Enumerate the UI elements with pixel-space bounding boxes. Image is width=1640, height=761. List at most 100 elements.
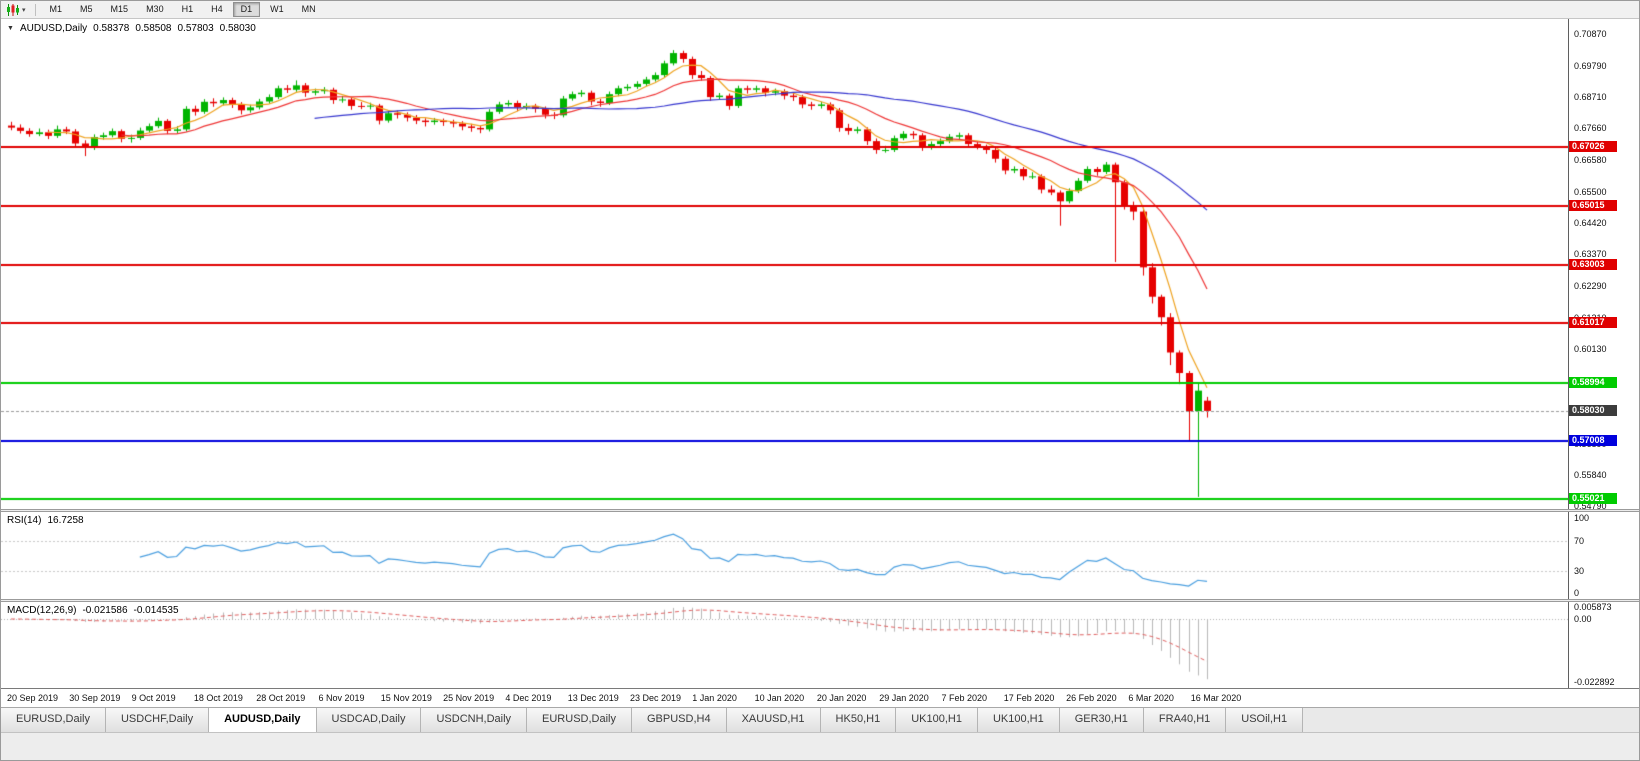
rsi-tick: 100	[1574, 513, 1590, 523]
macd-tick: -0.022892	[1574, 676, 1615, 687]
macd-signal-value: -0.014535	[133, 605, 179, 616]
chart-tab-6-gbpusd-h4[interactable]: GBPUSD,H4	[632, 708, 727, 732]
date-label: 16 Mar 2020	[1190, 693, 1242, 703]
chart-tab-7-xauusd-h1[interactable]: XAUUSD,H1	[726, 708, 821, 732]
price-tag-0.67026: 0.67026	[1569, 140, 1617, 152]
panel-splitter[interactable]	[1, 599, 1639, 602]
status-bar	[1, 732, 1639, 760]
price-tick: 0.67660	[1574, 123, 1607, 134]
price-tag-0.65015: 0.65015	[1569, 199, 1617, 211]
chart-tab-2-audusd-daily[interactable]: AUDUSD,Daily	[209, 708, 317, 732]
macd-name: MACD(12,26,9)	[7, 605, 77, 616]
price-tick: 0.69790	[1574, 60, 1607, 71]
rsi-name: RSI(14)	[7, 515, 42, 526]
rsi-panel: RSI(14) 16.7258 100 70 30 0	[1, 512, 1639, 599]
rsi-tick: 0	[1574, 588, 1580, 598]
price-tag-0.55021: 0.55021	[1569, 493, 1617, 505]
rsi-value: 16.7258	[47, 515, 84, 526]
chart-tab-4-usdcnh-daily[interactable]: USDCNH,Daily	[421, 708, 528, 732]
price-chart-panel: ▼ AUDUSD,Daily 0.58378 0.58508 0.57803 0…	[1, 19, 1639, 511]
chart-tab-9-uk100-h1[interactable]: UK100,H1	[896, 708, 978, 732]
macd-tick: 0.00	[1574, 614, 1592, 624]
main-chart-canvas[interactable]	[1, 19, 1568, 509]
date-label: 20 Sep 2019	[7, 693, 59, 703]
timeframe-button-D1[interactable]: D1	[232, 2, 261, 17]
macd-tick: 0.005873	[1574, 602, 1612, 612]
price-tick: 0.60130	[1574, 344, 1607, 355]
macd-canvas[interactable]	[1, 602, 1568, 688]
chart-tab-11-ger30-h1[interactable]: GER30,H1	[1059, 708, 1144, 732]
price-tag-0.58994: 0.58994	[1569, 376, 1617, 388]
macd-label: MACD(12,26,9) -0.021586 -0.014535	[7, 605, 179, 616]
time-axis[interactable]: 20 Sep 2019 30 Sep 2019 9 Oct 2019 18 Oct 2…	[1, 688, 1639, 707]
price-tick: 0.54790	[1574, 501, 1607, 511]
date-label: 17 Feb 2020	[1003, 693, 1055, 703]
chart-type-dropdown-icon[interactable]: ▾	[22, 6, 26, 14]
price-tag-0.57008: 0.57008	[1569, 434, 1617, 446]
chart-tab-1-usdchf-daily[interactable]: USDCHF,Daily	[105, 708, 210, 732]
macd-axis[interactable]: 0.005873 0.00 -0.022892	[1568, 602, 1639, 688]
date-label: 28 Oct 2019	[256, 693, 306, 703]
price-tick: 0.66580	[1574, 154, 1607, 165]
date-label: 23 Dec 2019	[630, 693, 682, 703]
date-label: 6 Mar 2020	[1128, 693, 1174, 703]
chart-low-value: 0.57803	[177, 23, 214, 34]
timeframe-button-M15[interactable]: M15	[110, 4, 129, 14]
price-tick: 0.64420	[1574, 218, 1607, 229]
current-price-tag: 0.58030	[1569, 404, 1617, 416]
chart-tab-bar: EURUSD,Daily USDCHF,Daily AUDUSD,Daily USDC…	[1, 707, 1639, 732]
date-label: 29 Jan 2020	[879, 693, 929, 703]
price-tag-0.61017: 0.61017	[1569, 317, 1617, 329]
chart-tab-10-uk100-h1[interactable]: UK100,H1	[977, 708, 1060, 732]
rsi-axis[interactable]: 100 70 30 0	[1568, 512, 1639, 599]
chart-tab-0-eurusd-daily[interactable]: EURUSD,Daily	[1, 708, 106, 732]
price-tick: 0.68710	[1574, 92, 1607, 103]
date-label: 20 Jan 2020	[816, 693, 867, 703]
rsi-canvas[interactable]	[1, 512, 1568, 599]
toolbar-separator	[34, 3, 36, 16]
date-label: 15 Nov 2019	[380, 693, 432, 703]
chart-tab-12-fra40-h1[interactable]: FRA40,H1	[1143, 708, 1227, 732]
rsi-label: RSI(14) 16.7258	[7, 515, 84, 526]
date-label: 9 Oct 2019	[131, 693, 176, 703]
chart-tab-8-hk50-h1[interactable]: HK50,H1	[820, 708, 897, 732]
date-label: 6 Nov 2019	[318, 693, 365, 703]
price-tick: 0.70870	[1574, 29, 1607, 39]
timeframe-button-H1[interactable]: H1	[181, 4, 194, 14]
price-tag-0.63003: 0.63003	[1569, 258, 1617, 270]
price-tick: 0.63370	[1574, 249, 1607, 260]
macd-main-value: -0.021586	[82, 605, 128, 616]
rsi-tick: 30	[1574, 565, 1585, 576]
panel-splitter[interactable]	[1, 509, 1639, 512]
date-label: 7 Feb 2020	[941, 693, 988, 703]
chart-title: ▼ AUDUSD,Daily 0.58378 0.58508 0.57803 0…	[7, 23, 256, 34]
price-tick: 0.65500	[1574, 186, 1607, 197]
date-label: 10 Jan 2020	[754, 693, 805, 703]
price-axis[interactable]: 0.70870 0.69790 0.68710 0.67660 0.66580 0.655…	[1568, 19, 1639, 511]
chart-tab-3-usdcad-daily[interactable]: USDCAD,Daily	[316, 708, 422, 732]
date-label: 1 Jan 2020	[692, 693, 737, 703]
timeframe-button-M1[interactable]: M1	[49, 4, 63, 14]
chart-symbol-period: AUDUSD,Daily	[19, 23, 88, 34]
timeframe-button-MN[interactable]: MN	[301, 4, 316, 14]
price-tick: 0.55840	[1574, 470, 1607, 481]
timeframe-button-M30[interactable]: M30	[146, 4, 164, 14]
candlestick-chart-icon[interactable]	[5, 3, 21, 16]
price-tick: 0.62290	[1574, 280, 1607, 291]
timeframe-button-M5[interactable]: M5	[80, 4, 93, 14]
date-label: 26 Feb 2020	[1066, 693, 1117, 703]
date-label: 13 Dec 2019	[567, 693, 619, 703]
rsi-tick: 70	[1574, 535, 1585, 546]
chart-tab-13-usoil-h1[interactable]: USOil,H1	[1226, 708, 1304, 732]
timeframe-toolbar: ▾ M1 M5 M15 M30 H1 H4 D1 W1 MN	[1, 1, 1639, 19]
symbol-dropdown-icon[interactable]: ▼	[7, 25, 14, 32]
chart-tab-5-eurusd-daily[interactable]: EURUSD,Daily	[527, 708, 632, 732]
date-label: 25 Nov 2019	[443, 693, 495, 703]
macd-panel: MACD(12,26,9) -0.021586 -0.014535 0.0058…	[1, 602, 1639, 688]
chart-close-value: 0.58030	[219, 23, 256, 34]
timeframe-button-H4[interactable]: H4	[211, 4, 223, 14]
date-label: 30 Sep 2019	[69, 693, 121, 703]
timeframe-button-W1[interactable]: W1	[270, 4, 284, 14]
date-label: 4 Dec 2019	[505, 693, 552, 703]
